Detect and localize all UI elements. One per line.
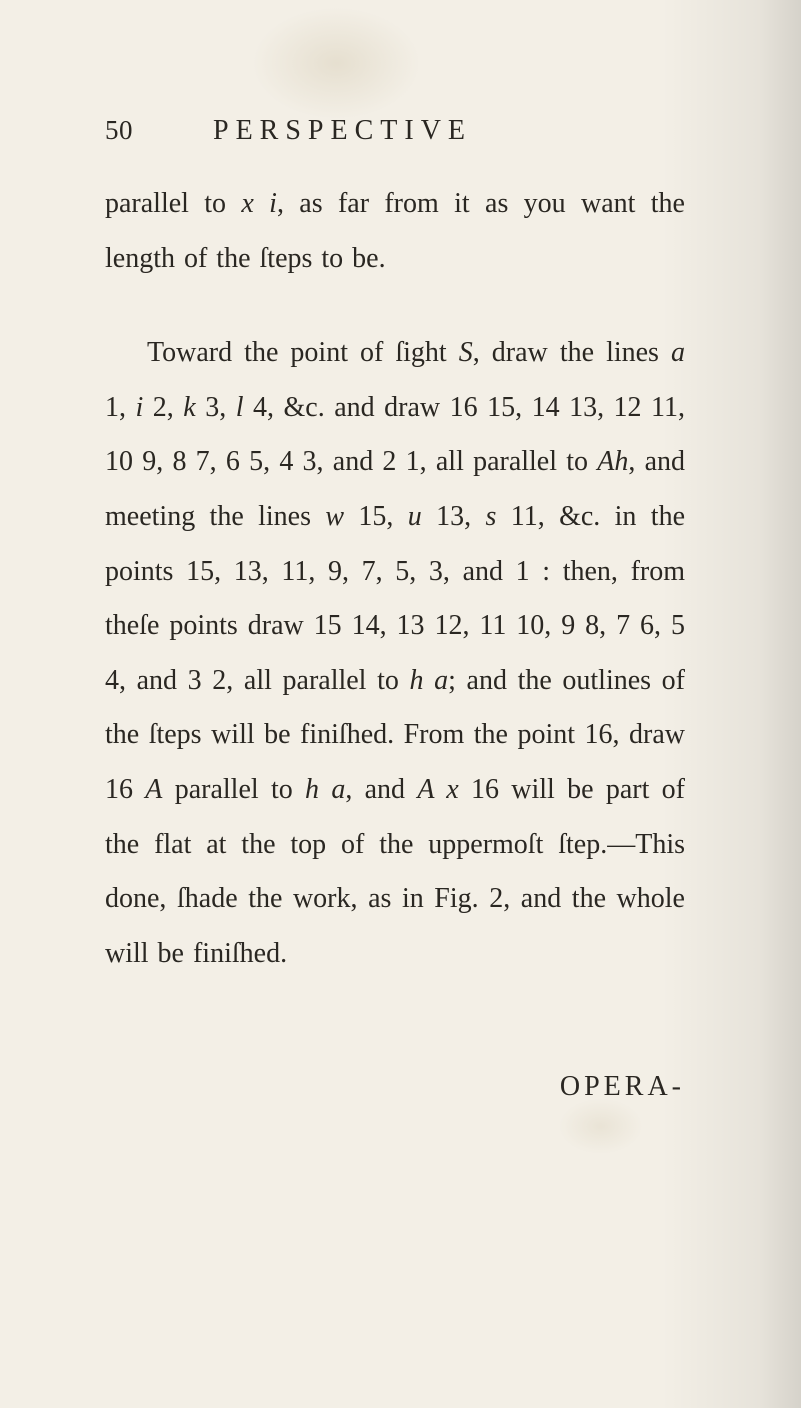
paragraph-1: parallel to x i, as far from it as you w…	[105, 177, 685, 286]
page-content: 50 PERSPECTIVE parallel to x i, as far f…	[105, 115, 685, 1103]
paragraph-2: Toward the point of ſight S, draw the li…	[105, 326, 685, 981]
running-title: PERSPECTIVE	[213, 115, 472, 147]
running-head: 50 PERSPECTIVE	[105, 115, 685, 147]
catchword: OPERA-	[105, 1071, 685, 1103]
page-number: 50	[105, 115, 133, 146]
